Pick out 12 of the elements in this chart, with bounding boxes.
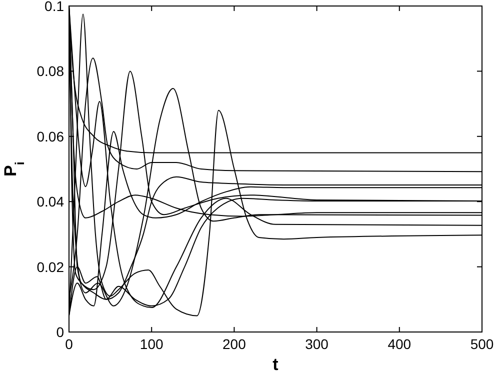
y-tick-label: 0 [56,324,64,340]
y-tick-label: 0.1 [44,0,64,14]
x-tick-label: 500 [470,336,494,352]
y-tick-label: 0.08 [36,63,64,80]
x-tick-label: 300 [305,336,329,352]
x-tick-label: 200 [222,336,246,352]
x-tick-label: 400 [388,336,412,352]
x-tick-label: 100 [140,336,164,352]
y-tick-label: 0.02 [36,258,64,275]
y-tick-label: 0.06 [36,128,64,144]
x-axis-title: t [272,355,279,374]
y-tick-label: 0.04 [36,194,64,210]
